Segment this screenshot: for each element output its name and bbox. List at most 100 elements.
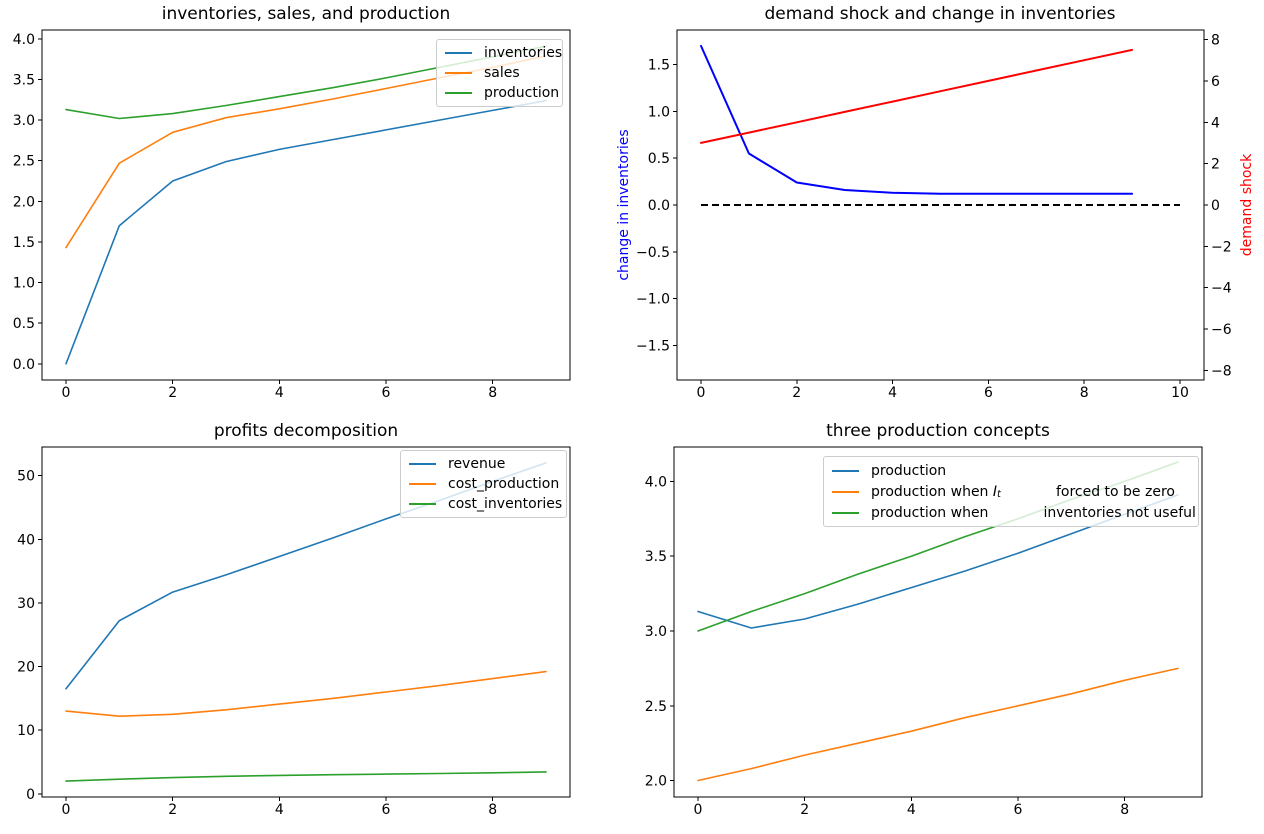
x-tick-label: 6 [1014, 802, 1023, 818]
y-tick-label: 3.0 [645, 624, 667, 640]
legend-item: inventories [445, 43, 562, 63]
y-tick-label: 2.0 [13, 194, 35, 210]
legend-line-sample [409, 483, 436, 485]
y-tick-label: 0.0 [648, 198, 670, 214]
y-tick-label: 4.0 [13, 32, 35, 48]
panel-inventories-sales-and-production: 0 2 4 6 8 0.0 0.5 1.0 1.5 2.0 2.5 3.0 3.5 4.0 [13, 29, 571, 401]
y-tick-label: 2.5 [645, 699, 667, 715]
y-tick-label: 0 [26, 787, 35, 803]
x-tick-label: 6 [984, 385, 993, 401]
x-tick-label: 4 [888, 385, 897, 401]
legend-label: production [484, 85, 560, 101]
y-tick-label: 4.0 [645, 474, 667, 490]
legend-label: sales [484, 65, 520, 81]
series-line-cost-production [65, 670, 547, 718]
legend-inventories-sales-production: inventories sales production [436, 39, 563, 107]
legend-item: revenue [409, 454, 558, 474]
x-tick-label: 8 [488, 385, 497, 401]
x-tick-label: 10 [1171, 385, 1189, 401]
legend-line-sample [445, 72, 472, 74]
legend-label: production when [871, 483, 993, 500]
panel-title-three-production-concepts: three production concepts [826, 421, 1050, 441]
panel-title-demand-shock: demand shock and change in inventories [764, 4, 1116, 24]
y-tick-label: 1.5 [648, 58, 670, 74]
axes-frame [673, 446, 1203, 798]
x-tick-label: 0 [62, 385, 71, 401]
series-line-production-when-i-t-forced-to-be-zero [697, 667, 1179, 782]
right-y-tick-label: 4 [1211, 115, 1220, 131]
panel-title-profits-decomposition: profits decomposition [213, 421, 399, 441]
y-axis-label-change-in-inventories: change in inventories [616, 129, 632, 281]
legend-label: cost_inventories [448, 496, 563, 512]
legend-label: I [992, 483, 998, 500]
legend-line-sample [445, 92, 472, 94]
y-tick-label: 3.5 [13, 73, 35, 89]
x-tick-label: 2 [800, 802, 809, 818]
legend-label: forced to be zero [1055, 483, 1175, 500]
legend-item: sales [445, 63, 554, 83]
legend-label: inventories [484, 45, 563, 61]
y-tick-label: 0.5 [648, 151, 670, 167]
legend-item: production [832, 460, 1190, 481]
legend-label: cost_production [448, 476, 560, 492]
legend-profits-decomposition: revenue cost_production cost_inventories [400, 450, 567, 518]
right-y-tick-label: 0 [1211, 198, 1220, 214]
y-tick-label: 0.0 [13, 357, 35, 373]
y-tick-label: 1.0 [648, 104, 670, 120]
series-line-change-in-inventories [700, 44, 1134, 195]
y-tick-label: 1.0 [13, 276, 35, 292]
x-tick-label: 2 [168, 385, 177, 401]
right-y-tick-label: −6 [1211, 322, 1232, 338]
y-tick-label: 40 [17, 532, 35, 548]
axes-frame [41, 446, 571, 798]
series-line-demand-shock [700, 48, 1134, 144]
y-tick-label: 3.5 [645, 549, 667, 565]
legend-label: revenue [448, 456, 506, 472]
legend-label: production when [871, 504, 989, 521]
y-tick-label: 0.5 [13, 316, 35, 332]
y-axis-label-demand-shock: demand shock [1239, 153, 1255, 257]
x-tick-label: 0 [696, 385, 705, 401]
legend-item: production [445, 83, 559, 103]
legend-line-sample [832, 490, 859, 493]
x-tick-label: 4 [275, 802, 284, 818]
x-tick-label: 4 [907, 802, 916, 818]
right-y-tick-label: −4 [1211, 281, 1232, 297]
legend-line-sample [409, 503, 436, 505]
y-tick-label: −0.5 [636, 245, 670, 261]
x-tick-label: 6 [382, 802, 391, 818]
right-y-tick-label: 8 [1211, 33, 1220, 49]
legend-line-sample [832, 511, 859, 514]
axes-frame [41, 29, 571, 381]
y-tick-label: 2.0 [645, 774, 667, 790]
right-y-tick-label: −2 [1211, 239, 1232, 255]
panel-profits-decomposition: 0 2 4 6 8 0 10 20 30 40 50 [17, 446, 571, 818]
right-y-tick-label: 2 [1211, 157, 1220, 173]
right-y-tick-label: −8 [1211, 363, 1232, 379]
x-tick-label: 8 [1080, 385, 1089, 401]
legend-label: production [871, 462, 947, 479]
y-tick-label: 50 [17, 469, 35, 485]
y-tick-label: 1.5 [13, 235, 35, 251]
series-line-cost-inventories [65, 771, 547, 782]
x-tick-label: 0 [62, 802, 71, 818]
y-tick-label: 20 [17, 660, 35, 676]
x-tick-label: 6 [382, 385, 391, 401]
panel-title-inventories-sales-production: inventories, sales, and production [161, 4, 451, 24]
legend-item: cost_inventories [409, 494, 562, 514]
x-tick-label: 2 [168, 802, 177, 818]
x-tick-label: 8 [1120, 802, 1129, 818]
legend-line-sample [445, 52, 472, 54]
legend-line-sample [832, 469, 859, 472]
series-line-inventories [65, 99, 547, 365]
right-y-tick-label: 6 [1211, 74, 1220, 90]
x-tick-label: 4 [275, 385, 284, 401]
legend-label: t [997, 489, 1001, 500]
x-tick-label: 0 [694, 802, 703, 818]
legend-label: inventories not useful [1043, 504, 1196, 521]
y-tick-label: −1.5 [636, 338, 670, 354]
